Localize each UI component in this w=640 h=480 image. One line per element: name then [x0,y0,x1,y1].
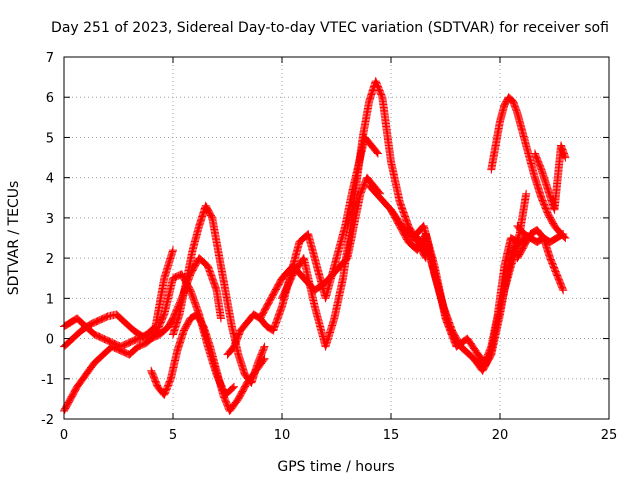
data-point-markers [530,141,570,214]
data-series [60,77,570,415]
series-sat-l [487,93,570,242]
y-tick-label: -1 [41,373,54,388]
y-tick-label: 4 [46,172,54,187]
y-tick-label: -2 [41,413,54,428]
axis-ticks: 0 5 10 15 20 25 -2 -1 0 1 2 3 4 5 6 7 [41,51,617,443]
x-tick-label: 15 [383,428,400,443]
y-tick-label: 3 [46,212,54,227]
y-tick-label: 6 [46,91,54,106]
y-tick-label: 5 [46,131,54,146]
data-point-markers [256,173,385,323]
plot-frame [63,56,610,420]
x-tick-label: 5 [169,428,177,443]
y-tick-label: 7 [46,51,54,66]
x-tick-label: 10 [274,428,291,443]
data-point-markers [278,77,430,351]
data-point-markers [147,310,269,415]
y-tick-label: 0 [46,333,54,348]
series-sat-o [530,141,570,214]
y-tick-label: 1 [46,292,54,307]
y-axis-label: SDTVAR / TECUs [6,181,22,296]
series-sat-g [256,173,385,323]
series-sat-h [278,77,430,351]
x-tick-label: 0 [60,428,68,443]
x-axis-label: GPS time / hours [277,459,394,475]
y-tick-label: 2 [46,252,54,267]
x-tick-label: 25 [601,428,618,443]
chart-title: Day 251 of 2023, Sidereal Day-to-day VTE… [51,20,609,36]
data-point-markers [487,93,570,242]
series-sat-d [147,310,269,415]
data-point-markers [513,226,568,295]
x-tick-label: 20 [492,428,509,443]
series-sat-n [513,226,568,295]
